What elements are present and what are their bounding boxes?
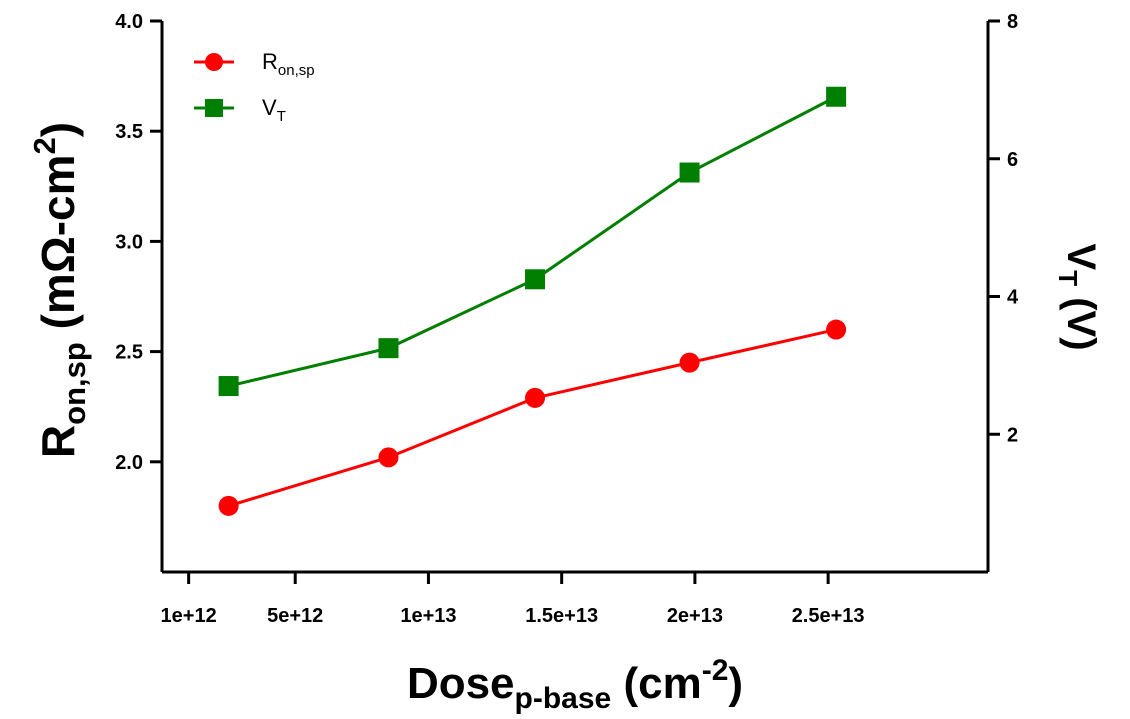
series-line-vt	[228, 95, 837, 388]
left-y-tick-label: 3.0	[115, 231, 143, 253]
x-tick-label: 1e+12	[161, 605, 217, 627]
series-layer	[218, 86, 847, 516]
legend-label-vt-main: V	[262, 95, 277, 120]
x-axis-title-main: Dose	[407, 659, 515, 708]
left-y-axis-title-tail: (mΩ-cm	[32, 154, 84, 342]
left-y-axis-title-sub: on,sp	[57, 342, 92, 425]
data-point-vt	[679, 162, 700, 183]
x-axis-title-end: )	[728, 659, 743, 708]
legend-marker-ron	[205, 53, 223, 71]
right-y-axis-title-tail: (V)	[1059, 286, 1103, 350]
data-point-vt	[378, 338, 399, 359]
left-y-axis-title-sup: 2	[27, 137, 62, 154]
right-y-axis-title-sub: T	[1053, 270, 1083, 286]
right-y-tick-label: 2	[1007, 424, 1018, 446]
legend-item-ron: Ron,sp	[194, 49, 315, 79]
data-point-ron	[826, 319, 847, 340]
x-tick-label: 2.5e+13	[792, 605, 865, 627]
x-tick-label: 1e+13	[400, 605, 456, 627]
left-y-axis-title-end: )	[32, 122, 84, 137]
legend-marker-vt	[205, 99, 223, 117]
ticks-layer: 1e+12 5e+12 1e+13 1.5e+13 2e+13 2.5e+13 2.0 2.5…	[115, 11, 1019, 627]
x-axis-title: Dosep-base (cm-2)	[407, 654, 743, 715]
left-y-axis-title: Ron,sp (mΩ-cm2)	[27, 122, 92, 458]
data-point-vt	[826, 86, 847, 107]
x-axis-title-tail: (cm	[611, 659, 701, 708]
x-tick-label: 1.5e+13	[525, 605, 598, 627]
data-point-ron	[218, 495, 239, 516]
right-y-tick-label: 4	[1007, 287, 1019, 309]
data-point-vt	[218, 376, 239, 397]
left-y-tick-label: 2.0	[115, 452, 143, 474]
left-y-tick-label: 2.5	[115, 342, 143, 364]
legend-item-vt: VT	[194, 95, 286, 125]
right-y-axis-title: VT (V)	[1053, 243, 1103, 350]
x-axis-title-sup: -2	[702, 654, 729, 687]
legend-label-vt-sub: T	[277, 108, 286, 125]
left-y-tick-label: 4.0	[115, 11, 143, 33]
data-point-ron	[378, 447, 399, 468]
legend-label-ron-sub: on,sp	[278, 62, 315, 79]
left-y-tick-label: 3.5	[115, 121, 143, 143]
legend-label-ron: Ron,sp	[262, 49, 315, 79]
right-y-tick-label: 6	[1007, 149, 1018, 171]
legend: Ron,sp VT	[194, 49, 315, 125]
legend-label-vt: VT	[262, 95, 286, 125]
left-y-axis-title-main: R	[32, 425, 84, 458]
x-tick-label: 5e+12	[267, 605, 323, 627]
data-point-ron	[525, 387, 546, 408]
right-y-tick-label: 8	[1007, 11, 1018, 33]
series-line-ron	[228, 328, 837, 508]
x-tick-label: 2e+13	[667, 605, 723, 627]
data-point-vt	[525, 269, 546, 290]
x-axis-title-sub: p-base	[515, 682, 612, 715]
right-y-axis-title-main: V	[1059, 243, 1103, 270]
data-point-ron	[679, 352, 700, 373]
legend-label-ron-main: R	[262, 49, 278, 74]
